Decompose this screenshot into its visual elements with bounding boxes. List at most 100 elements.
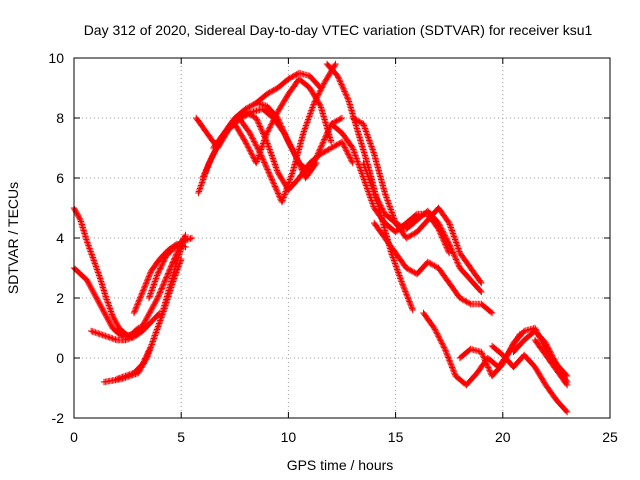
data-point-marker xyxy=(270,158,278,165)
data-point-marker xyxy=(247,102,255,110)
data-point-marker xyxy=(271,114,278,121)
data-point-marker xyxy=(113,320,121,328)
data-point-marker xyxy=(368,144,376,152)
data-point-marker xyxy=(433,330,441,337)
data-point-marker xyxy=(450,250,457,258)
data-point-marker xyxy=(259,156,267,163)
data-point-marker xyxy=(409,231,417,238)
data-point-marker xyxy=(438,226,446,234)
data-point-marker xyxy=(210,150,217,158)
data-point-marker xyxy=(103,312,110,320)
data-point-marker xyxy=(99,306,106,313)
data-point-marker xyxy=(487,308,495,316)
data-point-marker xyxy=(338,114,346,122)
data-point-marker xyxy=(395,221,402,228)
data-point-marker xyxy=(92,261,99,269)
data-point-marker xyxy=(504,351,511,358)
data-point-marker xyxy=(349,159,356,167)
data-point-marker xyxy=(274,188,281,196)
data-point-marker xyxy=(268,174,275,182)
data-point-marker xyxy=(275,190,282,197)
data-point-marker xyxy=(345,151,352,158)
data-point-marker xyxy=(157,263,165,271)
data-point-marker xyxy=(141,284,148,291)
data-point-marker xyxy=(371,191,379,198)
data-point-marker xyxy=(306,168,313,176)
data-point-marker xyxy=(317,84,324,92)
x-tick-label: 5 xyxy=(177,429,185,445)
data-point-marker xyxy=(201,170,208,177)
data-point-marker xyxy=(397,275,404,282)
data-point-marker xyxy=(248,132,255,139)
data-point-marker xyxy=(267,173,274,180)
data-point-marker xyxy=(354,158,361,165)
data-point-marker xyxy=(209,152,216,159)
data-point-marker xyxy=(153,297,160,304)
data-point-marker xyxy=(395,270,402,278)
data-point-marker xyxy=(142,317,149,324)
data-point-marker xyxy=(361,179,369,186)
data-point-marker xyxy=(276,119,283,126)
data-point-marker xyxy=(202,167,209,175)
y-tick-label: 10 xyxy=(48,50,64,66)
data-point-marker xyxy=(405,233,413,240)
data-point-marker xyxy=(157,265,164,272)
data-point-marker xyxy=(258,126,265,133)
data-point-marker xyxy=(385,200,392,207)
data-point-marker xyxy=(445,218,452,225)
data-point-marker xyxy=(373,194,380,201)
data-point-marker xyxy=(462,297,469,305)
data-point-marker xyxy=(342,89,349,97)
data-point-marker xyxy=(93,266,101,273)
data-point-marker xyxy=(133,302,141,310)
data-point-marker xyxy=(90,290,98,297)
series-arc-23 xyxy=(531,336,571,389)
data-point-marker xyxy=(319,139,327,146)
data-point-marker xyxy=(337,78,344,85)
data-point-marker xyxy=(283,136,291,143)
data-point-marker xyxy=(364,171,371,179)
data-point-marker xyxy=(507,345,514,352)
data-point-marker xyxy=(108,309,115,317)
data-point-marker xyxy=(336,77,343,84)
data-point-marker xyxy=(499,360,506,368)
data-point-marker xyxy=(442,348,450,355)
x-tick-label: 20 xyxy=(495,429,511,445)
data-point-marker xyxy=(280,128,288,136)
data-point-marker xyxy=(138,290,146,297)
data-point-marker xyxy=(253,116,261,123)
data-point-marker xyxy=(409,305,416,312)
data-point-marker xyxy=(273,111,280,118)
data-point-marker xyxy=(287,174,294,182)
data-point-marker xyxy=(273,110,281,117)
data-point-marker xyxy=(71,206,78,213)
data-point-marker xyxy=(182,231,189,239)
data-point-marker xyxy=(441,345,449,353)
data-point-marker xyxy=(442,233,449,241)
data-point-marker xyxy=(454,260,462,267)
data-point-marker xyxy=(153,327,160,335)
data-point-marker xyxy=(278,124,286,132)
data-point-marker xyxy=(93,294,100,301)
data-point-marker xyxy=(281,130,288,137)
data-point-marker xyxy=(262,136,269,143)
data-point-marker xyxy=(162,275,169,283)
data-point-marker xyxy=(207,156,214,163)
data-point-marker xyxy=(485,364,492,371)
data-point-marker xyxy=(253,114,260,122)
data-point-marker xyxy=(508,344,515,351)
data-point-marker xyxy=(199,174,206,182)
data-point-marker xyxy=(371,189,378,197)
data-point-marker xyxy=(256,123,264,130)
data-point-marker xyxy=(328,144,335,152)
data-point-marker xyxy=(318,142,325,149)
data-point-marker xyxy=(443,236,451,243)
data-point-marker xyxy=(256,121,263,129)
data-point-marker xyxy=(159,283,166,291)
data-point-marker xyxy=(97,302,104,309)
data-point-marker xyxy=(373,195,381,202)
data-point-marker xyxy=(261,133,268,140)
data-point-marker xyxy=(262,162,269,169)
data-point-marker xyxy=(265,169,272,176)
